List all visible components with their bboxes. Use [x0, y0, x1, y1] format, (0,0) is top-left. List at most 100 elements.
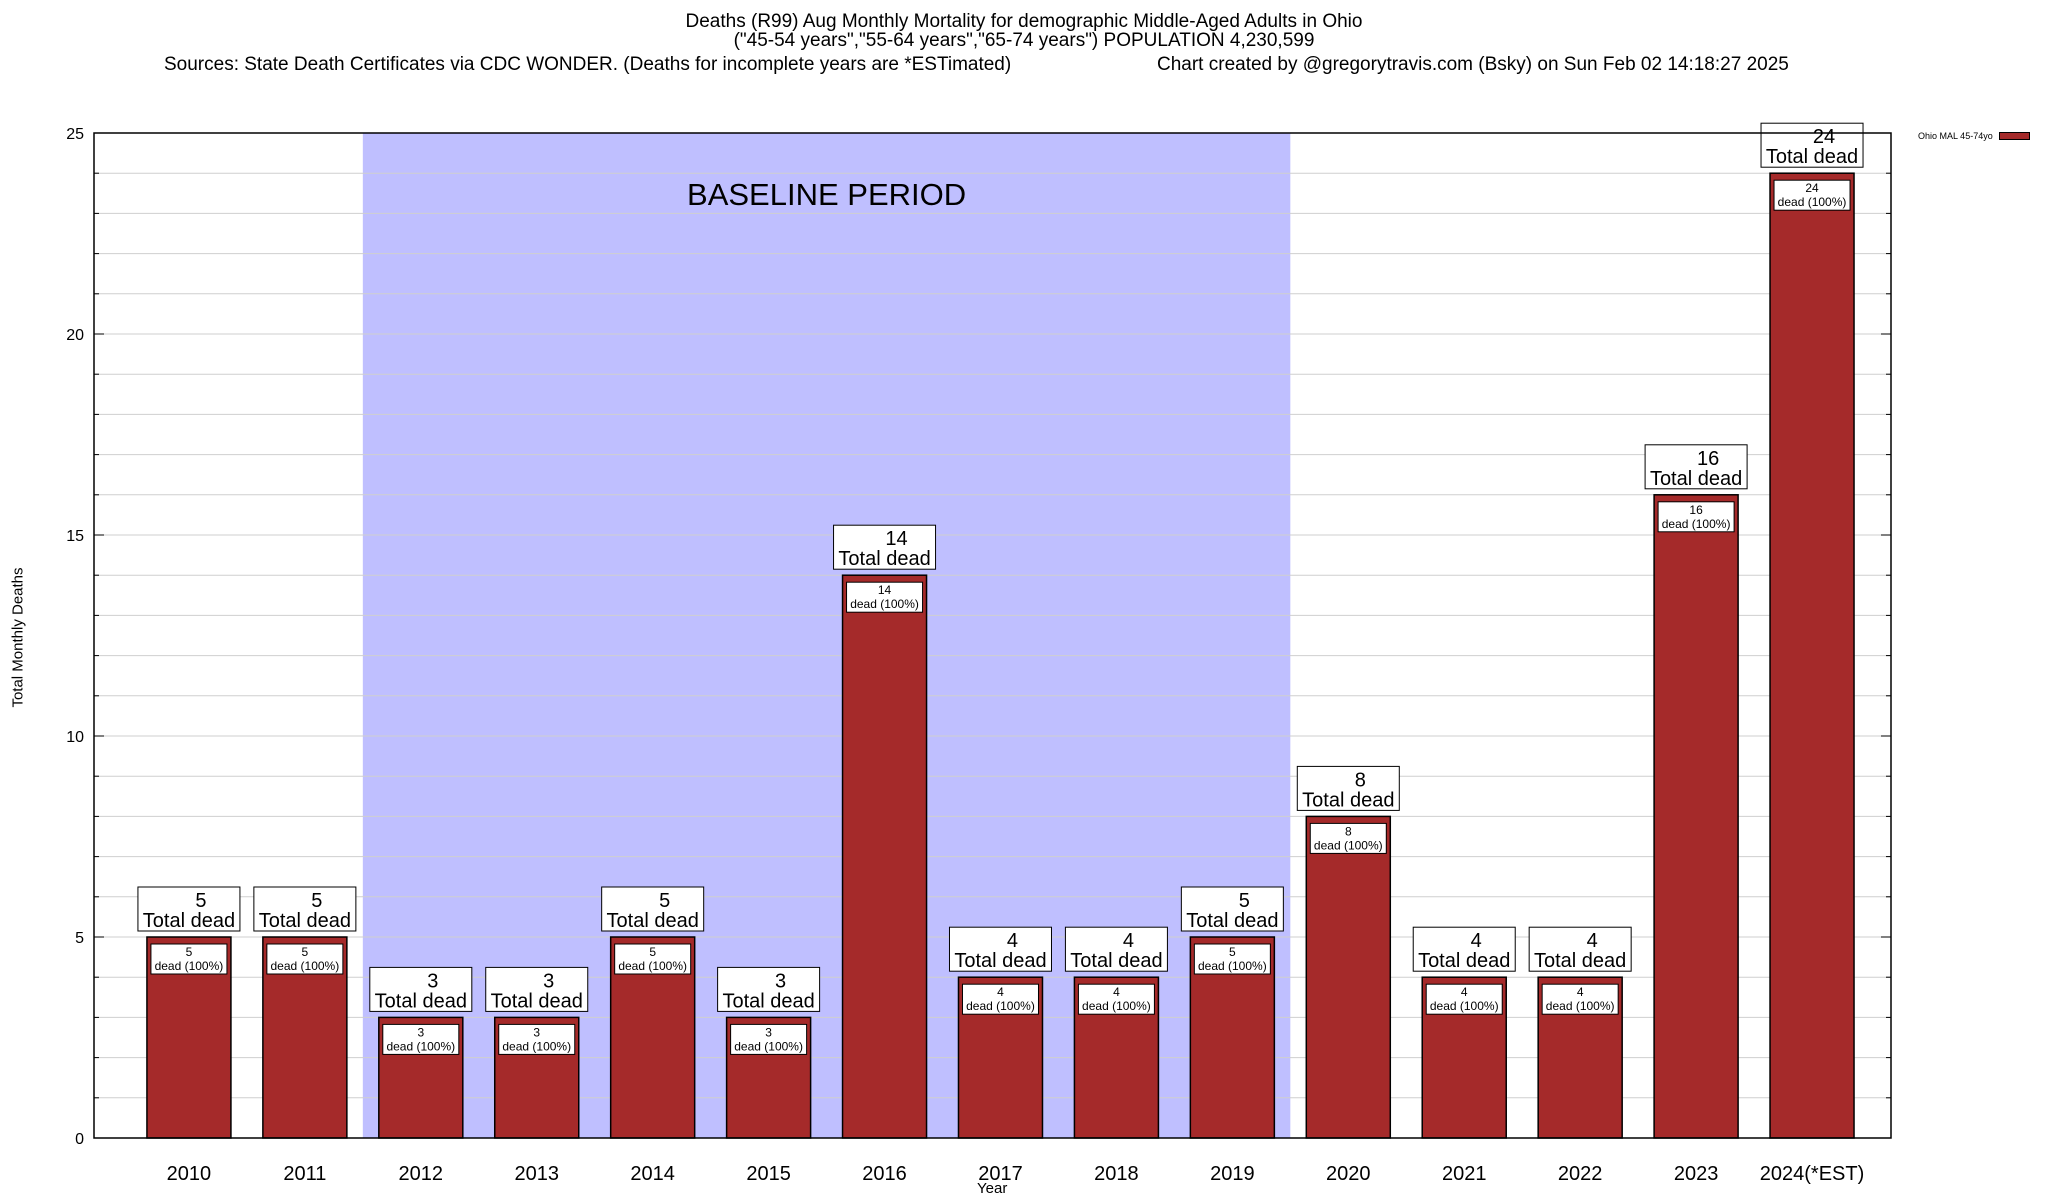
x-tick-label: 2020: [1326, 1163, 1371, 1185]
bar-total-value: 5: [195, 890, 206, 912]
bar-total-text: Total dead: [1650, 468, 1742, 490]
bar-inner-value: 4: [997, 985, 1004, 999]
bar-inner-label-box: [266, 943, 344, 975]
bar-total-text: Total dead: [259, 910, 351, 932]
bar-total-value: 4: [1123, 930, 1134, 952]
bar: [1769, 172, 1855, 1139]
x-tick-label: 2023: [1674, 1163, 1719, 1185]
bar-total-label-box: [137, 886, 241, 932]
bar-total-value: 8: [1355, 769, 1366, 791]
bar-inner-percent: dead (100%): [1198, 959, 1267, 973]
y-tick-label: 20: [66, 327, 84, 344]
bar-inner-label-box: [1193, 943, 1271, 975]
title-line-2: ("45-54 years","55-64 years","65-74 year…: [733, 30, 1315, 51]
bar-inner-percent: dead (100%): [966, 999, 1035, 1013]
bar-inner-percent: dead (100%): [1546, 999, 1615, 1013]
bar-inner-value: 24: [1805, 181, 1819, 195]
bar-total-value: 5: [659, 890, 670, 912]
y-tick-label: 25: [66, 126, 84, 143]
bar-total-value: 3: [775, 970, 786, 992]
x-tick-label: 2016: [862, 1163, 907, 1185]
bar-inner-value: 5: [302, 945, 309, 959]
y-tick-label: 10: [66, 729, 84, 746]
bar-inner-label-box: [614, 943, 692, 975]
bar: [1653, 494, 1739, 1139]
credit-text: Chart created by @gregorytravis.com (Bsk…: [1157, 54, 1789, 75]
bar-inner-value: 4: [1577, 985, 1584, 999]
bar-total-text: Total dead: [375, 990, 467, 1012]
bar-inner-percent: dead (100%): [1082, 999, 1151, 1013]
bar-total-value: 5: [311, 890, 322, 912]
bar-total-text: Total dead: [607, 910, 699, 932]
x-tick-label: 2012: [399, 1163, 444, 1185]
title-line-1: Deaths (R99) Aug Monthly Mortality for d…: [685, 11, 1363, 32]
plot-border: [93, 132, 1892, 1139]
bar-inner-value: 5: [1229, 945, 1236, 959]
baseline-period-label: BASELINE PERIOD: [687, 177, 966, 212]
y-tick-label: 15: [66, 528, 84, 545]
bar-inner-value: 3: [533, 1025, 540, 1039]
x-tick-label: 2024(*EST): [1760, 1163, 1865, 1185]
bar-inner-value: 16: [1689, 503, 1703, 517]
bar-inner-value: 5: [649, 945, 656, 959]
bar-total-text: Total dead: [1766, 146, 1858, 168]
bar-total-value: 5: [1239, 890, 1250, 912]
y-axis-label: Total Monthly Deaths: [9, 567, 27, 708]
bar-total-label-box: [1528, 926, 1632, 972]
bar-total-text: Total dead: [1302, 789, 1394, 811]
bar-inner-label-box: [1541, 983, 1619, 1015]
bar-total-text: Total dead: [1418, 950, 1510, 972]
chart-title: Deaths (R99) Aug Monthly Mortality for d…: [0, 12, 2048, 50]
x-tick-label: 2014: [630, 1163, 675, 1185]
bar-total-label-box: [1412, 926, 1516, 972]
x-tick-label: 2017: [978, 1163, 1023, 1185]
sources-text: Sources: State Death Certificates via CD…: [164, 54, 1012, 75]
x-tick-label: 2010: [167, 1163, 212, 1185]
bar-total-value: 3: [543, 970, 554, 992]
bar-inner-label-box: [150, 943, 228, 975]
bar-total-text: Total dead: [143, 910, 235, 932]
bar-total-text: Total dead: [1534, 950, 1626, 972]
bar-total-text: Total dead: [491, 990, 583, 1012]
bar-total-label-box: [1296, 765, 1400, 811]
bar-inner-value: 3: [765, 1025, 772, 1039]
bar-total-label-box: [1644, 444, 1748, 490]
bar-total-label-box: [369, 966, 473, 1012]
bar-inner-label-box: [1425, 983, 1503, 1015]
bar: [1305, 815, 1392, 1139]
bar-inner-percent: dead (100%): [386, 1039, 455, 1053]
bar-inner-percent: dead (100%): [850, 597, 919, 611]
bar-total-text: Total dead: [838, 548, 930, 570]
bar-inner-value: 4: [1113, 985, 1120, 999]
x-axis-label: Year: [977, 1180, 1008, 1197]
bar-total-label-box: [253, 886, 357, 932]
bar-inner-percent: dead (100%): [618, 959, 687, 973]
bar-total-label-box: [601, 886, 705, 932]
x-tick-label: 2015: [746, 1163, 791, 1185]
x-tick-label: 2018: [1094, 1163, 1139, 1185]
bar-total-label-box: [485, 966, 589, 1012]
bar-total-value: 3: [427, 970, 438, 992]
bar-total-value: 16: [1697, 448, 1719, 470]
bar-inner-percent: dead (100%): [502, 1039, 571, 1053]
bar-inner-percent: dead (100%): [1662, 517, 1731, 531]
bar-total-label-box: [1064, 926, 1168, 972]
bar-inner-label-box: [1309, 822, 1387, 854]
bar-total-text: Total dead: [1070, 950, 1162, 972]
bar-total-label-box: [833, 524, 937, 570]
x-tick-label: 2013: [514, 1163, 559, 1185]
bar-total-label-box: [717, 966, 821, 1012]
bar-inner-value: 8: [1345, 824, 1352, 838]
y-tick-label: 0: [75, 1131, 84, 1148]
bar-inner-value: 4: [1461, 985, 1468, 999]
bar-inner-label-box: [846, 581, 924, 613]
bar-total-label-box: [1760, 122, 1864, 168]
bar-total-value: 24: [1813, 126, 1835, 148]
bar-inner-percent: dead (100%): [271, 959, 340, 973]
bar-total-text: Total dead: [954, 950, 1046, 972]
bar-total-label-box: [1180, 886, 1284, 932]
bar-inner-percent: dead (100%): [1430, 999, 1499, 1013]
bar-inner-label-box: [1077, 983, 1155, 1015]
bar-inner-label-box: [961, 983, 1039, 1015]
